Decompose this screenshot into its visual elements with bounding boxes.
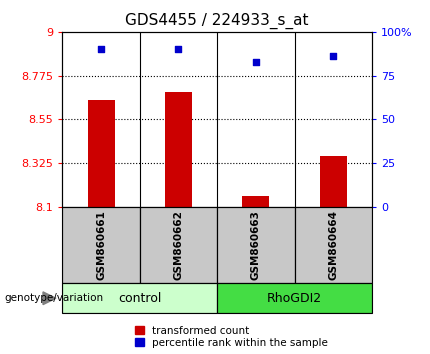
Bar: [243, 196, 269, 207]
Bar: [217, 207, 295, 283]
Bar: [320, 156, 347, 207]
Point: [98, 47, 104, 52]
Bar: [62, 207, 140, 283]
Point: [252, 59, 259, 64]
Bar: [62, 283, 217, 313]
Bar: [295, 207, 372, 283]
Legend: transformed count, percentile rank within the sample: transformed count, percentile rank withi…: [134, 325, 329, 349]
Bar: [140, 207, 217, 283]
Text: GSM860662: GSM860662: [173, 210, 184, 280]
Text: GSM860663: GSM860663: [251, 210, 261, 280]
Bar: [88, 100, 114, 207]
Bar: [217, 283, 372, 313]
Text: RhoGDI2: RhoGDI2: [267, 292, 322, 305]
Text: GSM860661: GSM860661: [96, 210, 106, 280]
Title: GDS4455 / 224933_s_at: GDS4455 / 224933_s_at: [126, 13, 309, 29]
Text: genotype/variation: genotype/variation: [4, 293, 104, 303]
Point: [330, 53, 337, 59]
Point: [175, 47, 182, 52]
Text: GSM860664: GSM860664: [328, 210, 338, 280]
Bar: [165, 92, 192, 207]
Polygon shape: [43, 292, 56, 304]
Text: control: control: [118, 292, 161, 305]
